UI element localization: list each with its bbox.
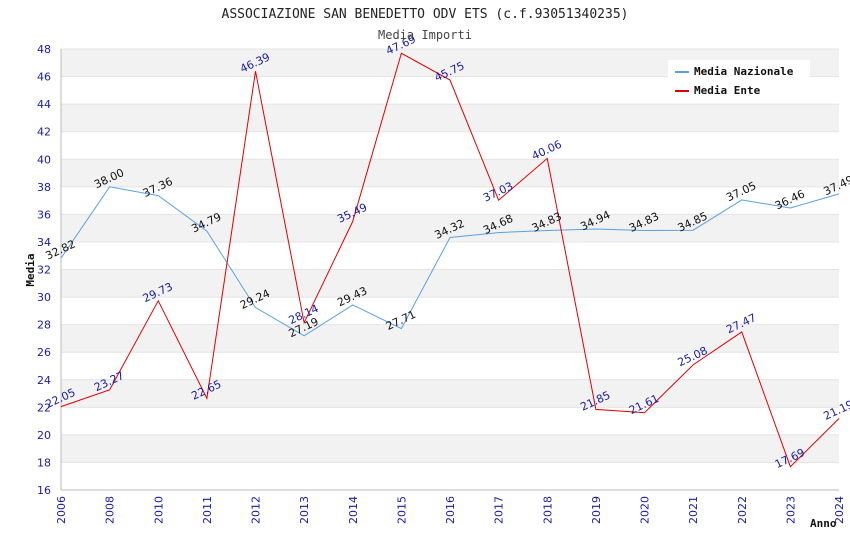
y-tick-label: 46: [37, 71, 51, 84]
x-tick-label: 2012: [250, 496, 263, 524]
x-tick-label: 2020: [639, 496, 652, 524]
y-tick-label: 26: [37, 346, 51, 359]
grid-band: [61, 159, 839, 187]
x-tick-label: 2013: [298, 496, 311, 524]
y-tick-label: 36: [37, 208, 51, 221]
y-tick-label: 44: [37, 98, 51, 111]
x-tick-label: 2021: [687, 496, 700, 524]
series-lines: [60, 52, 840, 468]
x-tick-label: 2023: [784, 496, 797, 524]
x-tick-labels: 2006 2008 2010 2011 2012 2013 2014 2015 2016 2017…: [55, 496, 846, 524]
grid-band: [61, 104, 839, 132]
x-tick-label: 2019: [590, 496, 603, 524]
grid-band: [61, 269, 839, 298]
y-tick-label: 18: [37, 456, 51, 469]
y-tick-label: 34: [37, 236, 51, 249]
y-tick-label: 48: [37, 43, 51, 56]
x-tick-label: 2011: [201, 496, 214, 524]
y-tick-label: 40: [37, 153, 51, 166]
y-tick-label: 22: [37, 401, 51, 414]
y-tick-labels: 16 18 20 22 24 26 28 30 32 34 36 38 40 42 44 46 48: [37, 43, 51, 497]
y-tick-label: 38: [37, 181, 51, 194]
x-tick-label: 2008: [104, 496, 117, 524]
legend-label-nazionale: Media Nazionale: [694, 65, 794, 78]
y-tick-label: 32: [37, 264, 51, 277]
y-tick-label: 30: [37, 291, 51, 304]
series-line-ente: [60, 52, 840, 468]
x-tick-label: 2010: [152, 496, 165, 524]
x-tick-label: 2017: [493, 496, 506, 524]
x-tick-label: 2014: [347, 496, 360, 524]
x-tick-label: 2006: [55, 496, 68, 524]
y-axis-label: Media: [24, 253, 37, 286]
x-tick-label: 2016: [444, 496, 457, 524]
y-tick-label: 16: [37, 484, 51, 497]
grid-band: [61, 324, 839, 353]
legend-box: [668, 60, 810, 102]
y-tick-label: 24: [37, 374, 51, 387]
legend-label-ente: Media Ente: [694, 84, 761, 97]
y-tick-label: 42: [37, 126, 51, 139]
x-tick-label: 2015: [395, 496, 408, 524]
legend: Media Nazionale Media Ente: [668, 60, 810, 102]
y-tick-label: 28: [37, 319, 51, 332]
grid-band: [61, 379, 839, 408]
chart-title: ASSOCIAZIONE SAN BENEDETTO ODV ETS (c.f.…: [222, 7, 629, 22]
y-tick-label: 20: [37, 429, 51, 442]
grid-bands: [61, 49, 839, 463]
series-line-nazionale: [60, 186, 840, 337]
data-label-nazionale: 36.46: [773, 187, 807, 212]
grid-band: [61, 434, 839, 463]
x-tick-label: 2022: [736, 496, 749, 524]
x-tick-label: 2024: [833, 496, 846, 524]
chart-subtitle: Media Importi: [378, 28, 472, 42]
x-tick-label: 2018: [541, 496, 554, 524]
x-axis-label: Anno: [810, 517, 837, 530]
